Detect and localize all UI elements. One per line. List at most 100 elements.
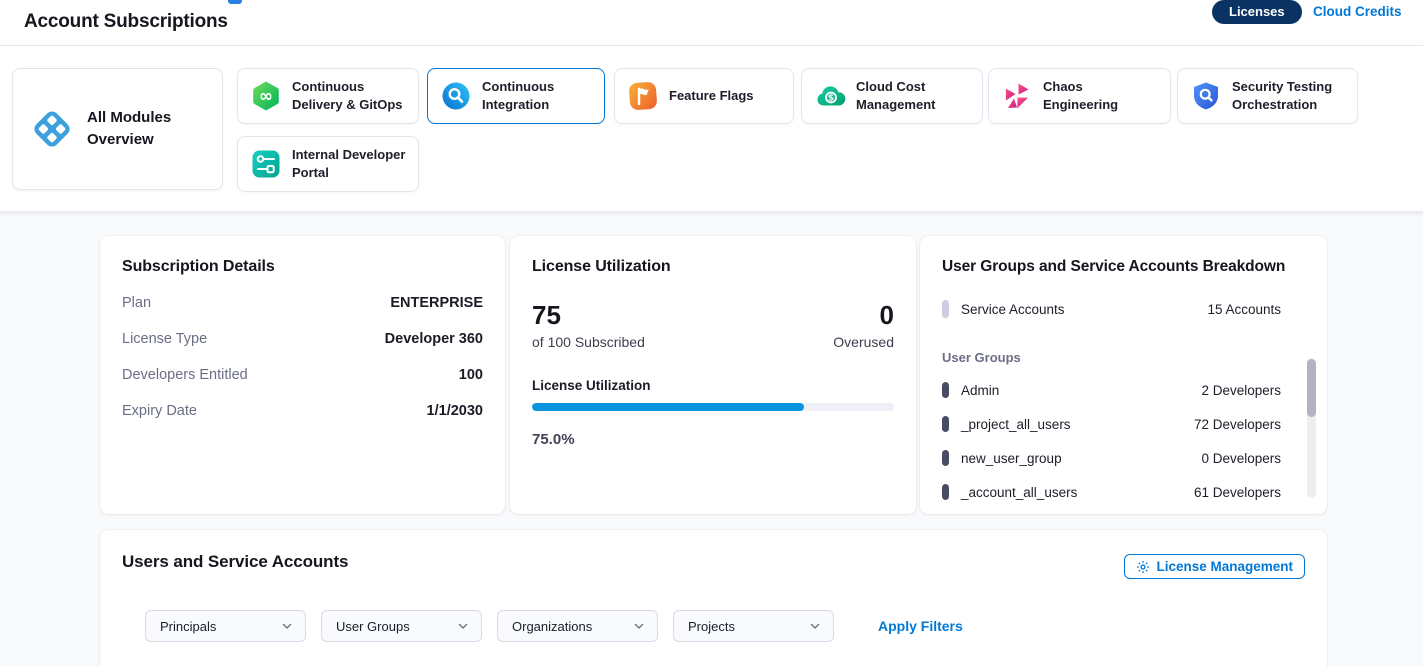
module-card-security-testing[interactable]: Security Testing Orchestration <box>1177 68 1358 124</box>
breakdown-title: User Groups and Service Accounts Breakdo… <box>942 258 1286 275</box>
plan-value: ENTERPRISE <box>390 295 483 311</box>
utilization-bar-label: License Utilization <box>532 378 651 393</box>
principals-dropdown-label: Principals <box>160 618 217 634</box>
overused-stat: 0 Overused <box>833 302 894 350</box>
top-cutoff-fragment <box>228 0 242 4</box>
user-group-row: Admin 2 Developers <box>942 381 1305 399</box>
page-header: Account Subscriptions Licenses Cloud Cre… <box>0 0 1423 46</box>
licenses-tab[interactable]: Licenses <box>1212 0 1302 24</box>
svg-text:$: $ <box>828 94 834 104</box>
breakdown-card: User Groups and Service Accounts Breakdo… <box>920 236 1327 514</box>
module-label: Continuous Integration <box>482 79 555 112</box>
user-group-marker <box>942 416 949 432</box>
utilization-bar-fill <box>532 403 804 411</box>
module-card-feature-flags[interactable]: Feature Flags <box>614 68 794 124</box>
service-accounts-value: 15 Accounts <box>1207 301 1281 317</box>
user-group-name: Admin <box>961 382 1000 398</box>
user-group-name: _account_all_users <box>961 484 1078 500</box>
module-card-continuous-integration[interactable]: Continuous Integration <box>427 68 605 124</box>
subscribed-stat: 75 of 100 Subscribed <box>532 302 645 350</box>
license-utilization-card: License Utilization 75 of 100 Subscribed… <box>510 236 916 514</box>
module-label: Security Testing Orchestration <box>1232 79 1333 112</box>
user-group-value: 61 Developers <box>1193 484 1281 500</box>
chevron-down-icon <box>457 620 469 632</box>
projects-dropdown[interactable]: Projects <box>673 610 834 642</box>
chevron-down-icon <box>633 620 645 632</box>
user-group-marker <box>942 484 949 500</box>
chevron-down-icon <box>809 620 821 632</box>
users-service-accounts-card: Users and Service Accounts License Manag… <box>100 530 1327 666</box>
module-card-cloud-cost[interactable]: $ Cloud Cost Management <box>801 68 983 124</box>
feature-flags-icon <box>629 82 657 110</box>
module-label: Internal Developer Portal <box>292 147 406 180</box>
user-group-name: new_user_group <box>961 450 1062 466</box>
overused-count: 0 <box>879 300 894 330</box>
license-management-button[interactable]: License Management <box>1124 554 1305 579</box>
license-type-value: Developer 360 <box>384 331 483 347</box>
page-title: Account Subscriptions <box>24 11 228 32</box>
projects-dropdown-label: Projects <box>688 618 735 634</box>
all-modules-overview-card[interactable]: All Modules Overview <box>12 68 223 190</box>
principals-dropdown[interactable]: Principals <box>145 610 306 642</box>
user-group-value: 0 Developers <box>1201 450 1281 466</box>
overused-caption: Overused <box>833 334 894 350</box>
gear-icon <box>1137 560 1150 573</box>
continuous-integration-icon <box>442 82 470 110</box>
internal-developer-portal-icon <box>252 150 280 178</box>
user-groups-dropdown[interactable]: User Groups <box>321 610 482 642</box>
developers-entitled-value: 100 <box>458 367 483 383</box>
license-type-row: License Type Developer 360 <box>122 330 483 348</box>
user-group-name: _project_all_users <box>961 416 1071 432</box>
subscribed-caption: of 100 Subscribed <box>532 334 645 350</box>
subscription-details-card: Subscription Details Plan ENTERPRISE Lic… <box>100 236 505 514</box>
chaos-engineering-icon <box>1005 83 1029 109</box>
service-accounts-label: Service Accounts <box>961 301 1065 317</box>
user-group-row: _account_all_users 61 Developers <box>942 483 1305 501</box>
developers-entitled-row: Developers Entitled 100 <box>122 366 483 384</box>
user-groups-dropdown-label: User Groups <box>336 618 410 634</box>
cloud-cost-icon: $ <box>817 86 846 106</box>
license-utilization-title: License Utilization <box>532 258 671 275</box>
utilization-numbers: 75 of 100 Subscribed 0 Overused <box>532 302 894 350</box>
service-accounts-marker <box>942 300 949 318</box>
module-card-internal-developer-portal[interactable]: Internal Developer Portal <box>237 136 419 192</box>
filters-row: Principals User Groups Organizations <box>145 610 963 642</box>
module-card-cd-gitops[interactable]: ∞ Continuous Delivery & GitOps <box>237 68 419 124</box>
user-groups-heading: User Groups <box>942 350 1021 365</box>
user-group-value: 72 Developers <box>1193 416 1281 432</box>
developers-entitled-label: Developers Entitled <box>122 367 248 383</box>
all-modules-label: All Modules Overview <box>87 109 172 148</box>
module-label: Chaos Engineering <box>1043 79 1119 112</box>
plan-row: Plan ENTERPRISE <box>122 294 483 312</box>
expiry-date-value: 1/1/2030 <box>426 403 483 419</box>
service-accounts-row: Service Accounts 15 Accounts <box>942 300 1305 318</box>
organizations-dropdown[interactable]: Organizations <box>497 610 658 642</box>
cloud-credits-tab[interactable]: Cloud Credits <box>1313 4 1402 19</box>
apply-filters-link[interactable]: Apply Filters <box>878 618 963 634</box>
utilization-bar-track <box>532 403 894 411</box>
cd-gitops-icon: ∞ <box>253 81 279 111</box>
user-group-row: _project_all_users 72 Developers <box>942 415 1305 433</box>
user-group-marker <box>942 382 949 398</box>
groups-scrollbar-thumb[interactable] <box>1307 359 1316 417</box>
plan-label: Plan <box>122 295 152 311</box>
groups-scrollbar-track <box>1307 358 1316 498</box>
main-content-area: Subscription Details Plan ENTERPRISE Lic… <box>0 212 1423 666</box>
module-card-chaos-engineering[interactable]: Chaos Engineering <box>988 68 1171 124</box>
chevron-down-icon <box>281 620 293 632</box>
subscribed-count: 75 <box>532 300 561 330</box>
expiry-date-label: Expiry Date <box>122 403 197 419</box>
subscription-details-title: Subscription Details <box>122 258 275 275</box>
svg-text:∞: ∞ <box>259 87 273 107</box>
expiry-date-row: Expiry Date 1/1/2030 <box>122 402 483 420</box>
license-management-label: License Management <box>1156 559 1293 574</box>
user-group-value: 2 Developers <box>1201 382 1281 398</box>
module-label: Continuous Delivery & GitOps <box>292 79 403 112</box>
module-label: Feature Flags <box>669 88 754 104</box>
all-modules-icon <box>34 111 70 147</box>
module-label: Cloud Cost Management <box>856 79 936 112</box>
module-selector-row: All Modules Overview ∞ Continuous Delive… <box>0 46 1423 212</box>
license-type-label: License Type <box>122 331 208 347</box>
utilization-percent: 75.0% <box>532 431 575 448</box>
